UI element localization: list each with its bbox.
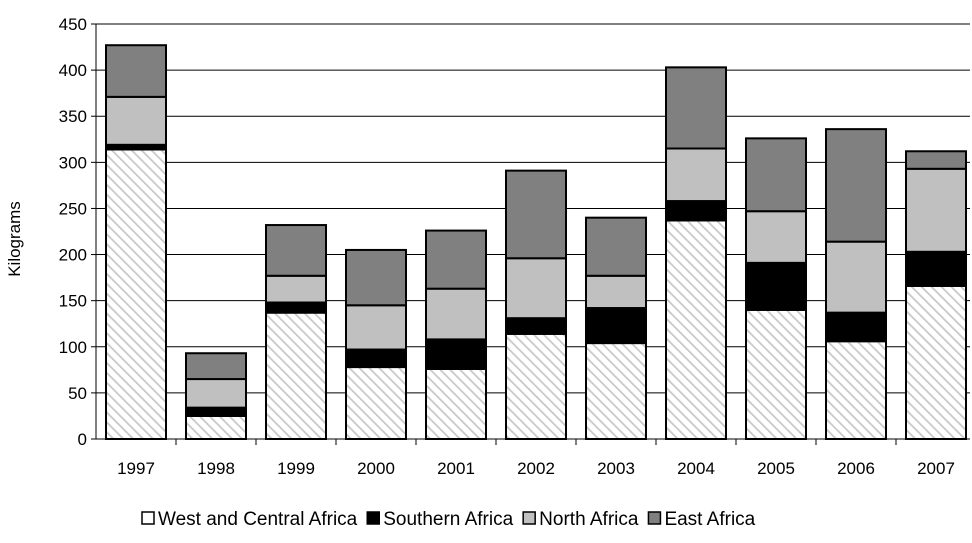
x-tick-label: 1999 bbox=[277, 459, 315, 478]
y-tick-label: 100 bbox=[59, 338, 87, 357]
x-tick-label: 1997 bbox=[117, 459, 155, 478]
bar-segment-east-africa bbox=[585, 216, 647, 277]
bar-segment-north-africa bbox=[425, 287, 487, 341]
bar-segment-east-africa bbox=[425, 229, 487, 290]
bar-segment-east-africa bbox=[745, 137, 807, 213]
bar-segment-north-africa bbox=[265, 274, 327, 304]
bar-segment-east-africa bbox=[825, 128, 887, 243]
legend-swatch bbox=[647, 511, 662, 525]
bar-segment-west-and-central-africa bbox=[505, 332, 567, 440]
y-tick-label: 50 bbox=[68, 384, 87, 403]
bar-segment-north-africa bbox=[825, 240, 887, 314]
bar-segment-east-africa bbox=[505, 169, 567, 260]
bar-segment-southern-africa bbox=[345, 348, 407, 369]
bar-segment-north-africa bbox=[665, 147, 727, 203]
x-tick-label: 2000 bbox=[357, 459, 395, 478]
bar-segment-east-africa bbox=[665, 66, 727, 150]
bar-segment-north-africa bbox=[505, 257, 567, 320]
bar-segment-west-and-central-africa bbox=[265, 311, 327, 440]
legend-swatch bbox=[366, 511, 380, 525]
bar-segment-west-and-central-africa bbox=[825, 340, 887, 440]
bars bbox=[105, 44, 967, 441]
y-tick-label: 200 bbox=[59, 246, 87, 265]
legend-label: East Africa bbox=[664, 509, 755, 530]
bar-segment-southern-africa bbox=[905, 250, 967, 287]
y-tick-label: 400 bbox=[59, 61, 87, 80]
x-tick-label: 2002 bbox=[517, 459, 555, 478]
y-axis-title: Kilograms bbox=[5, 201, 24, 277]
legend-swatch bbox=[141, 511, 155, 525]
x-tick-label: 2004 bbox=[677, 459, 715, 478]
bar-segment-west-and-central-africa bbox=[105, 148, 167, 441]
legend: West and Central Africa Southern Africa No… bbox=[141, 509, 756, 530]
bar-segment-southern-africa bbox=[665, 200, 727, 222]
bar-segment-west-and-central-africa bbox=[345, 366, 407, 441]
bar-segment-southern-africa bbox=[185, 406, 247, 417]
x-tick-label: 1998 bbox=[197, 459, 235, 478]
legend-label: North Africa bbox=[539, 509, 639, 530]
y-tick-label: 150 bbox=[59, 292, 87, 311]
bar-segment-north-africa bbox=[345, 304, 407, 351]
bar-segment-north-africa bbox=[185, 378, 247, 409]
legend-swatch bbox=[522, 511, 536, 525]
y-tick-label: 0 bbox=[78, 430, 87, 449]
x-tick-label: 2007 bbox=[917, 459, 955, 478]
bar-segment-east-africa bbox=[905, 150, 967, 170]
x-tick-label: 2001 bbox=[437, 459, 475, 478]
bar-segment-southern-africa bbox=[505, 317, 567, 335]
legend-label: Southern Africa bbox=[383, 509, 513, 530]
bar-segment-north-africa bbox=[745, 210, 807, 264]
bar-segment-east-africa bbox=[265, 224, 327, 277]
y-tick-label: 300 bbox=[59, 153, 87, 172]
x-tick-label: 2003 bbox=[597, 459, 635, 478]
legend-label: West and Central Africa bbox=[158, 509, 358, 530]
bar-segment-west-and-central-africa bbox=[745, 308, 807, 440]
bar-segment-southern-africa bbox=[585, 307, 647, 345]
bar-segment-north-africa bbox=[105, 95, 167, 146]
axes: 0 50 100 150 200 250 300 350 400 450 1997 1998 1999 2… bbox=[59, 15, 970, 478]
bar-segment-west-and-central-africa bbox=[665, 219, 727, 440]
bar-segment-southern-africa bbox=[745, 261, 807, 311]
bar-segment-west-and-central-africa bbox=[585, 342, 647, 441]
bar-segment-east-africa bbox=[345, 248, 407, 307]
bar-segment-east-africa bbox=[105, 44, 167, 98]
y-tick-label: 450 bbox=[59, 15, 87, 34]
bar-segment-east-africa bbox=[185, 352, 247, 381]
bar-segment-west-and-central-africa bbox=[905, 284, 967, 440]
x-tick-label: 2006 bbox=[837, 459, 875, 478]
bar-segment-west-and-central-africa bbox=[185, 414, 247, 441]
bar-segment-west-and-central-africa bbox=[425, 367, 487, 440]
bar-segment-southern-africa bbox=[825, 311, 887, 343]
bar-segment-north-africa bbox=[905, 167, 967, 253]
bar-segment-north-africa bbox=[585, 274, 647, 310]
y-tick-label: 250 bbox=[59, 199, 87, 218]
bar-segment-southern-africa bbox=[265, 301, 327, 314]
y-tick-label: 350 bbox=[59, 107, 87, 126]
bar-segment-southern-africa bbox=[425, 338, 487, 370]
x-tick-label: 2005 bbox=[757, 459, 795, 478]
